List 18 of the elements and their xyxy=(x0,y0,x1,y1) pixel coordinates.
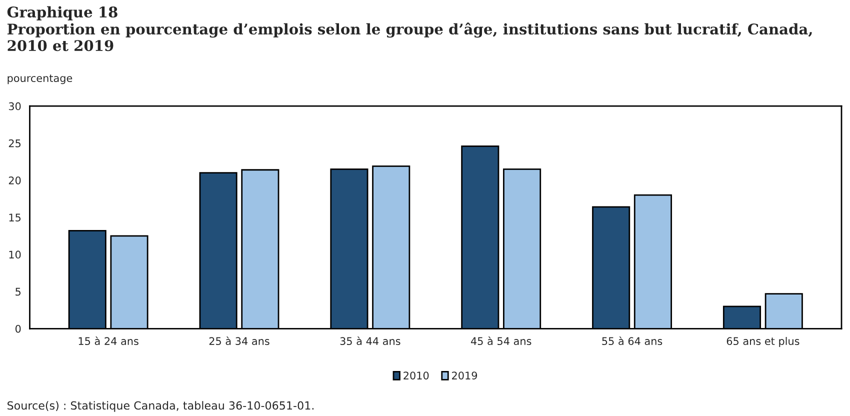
y-tick-label: 5 xyxy=(16,288,21,296)
x-tick-label: 15 à 24 ans xyxy=(78,336,138,346)
y-axis-title: pourcentage xyxy=(8,74,72,84)
legend-label: 2010 xyxy=(404,372,429,380)
x-tick-label: 65 ans et plus xyxy=(726,336,800,348)
y-tick-label: 20 xyxy=(8,176,21,184)
x-tick-label: 45 à 54 ans xyxy=(470,336,532,346)
y-tick-label: 25 xyxy=(8,139,21,148)
y-tick-label: 0 xyxy=(15,324,21,333)
x-tick-label: 35 à 44 ans xyxy=(340,336,400,346)
y-tick-label: 15 xyxy=(9,214,21,222)
source-note: Source(s) : Statistique Canada, tableau 36-10-0651-01. xyxy=(8,401,314,412)
legend-label: 2019 xyxy=(452,372,478,380)
x-tick-label: 55 à 64 ans xyxy=(602,336,662,346)
y-tick-label: 30 xyxy=(8,102,21,110)
y-tick-label: 10 xyxy=(9,250,21,259)
chart-title: Graphique 18 Proportion en pourcentage d’emplois selon le groupe d’âge, institutions sans but lucratif, Canada, 2010 et 2019 xyxy=(7,6,812,52)
x-tick-label: 25 à 34 ans xyxy=(209,336,270,346)
